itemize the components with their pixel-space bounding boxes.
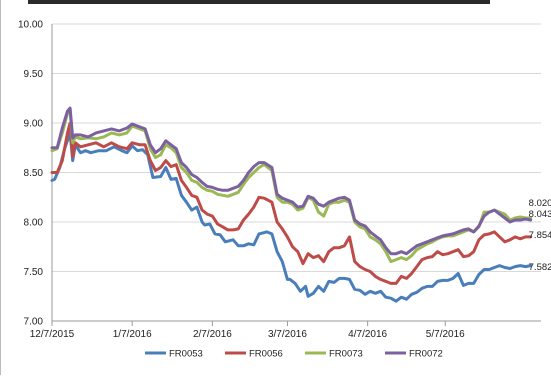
y-tick-label: 7.50 (24, 267, 44, 278)
y-axis-ticks: 7.00 7.50 8.00 8.50 9.00 9.50 10.00 (18, 20, 43, 328)
end-label-fr0056: 7.854 (529, 230, 551, 241)
legend-label-fr0073: FR0073 (329, 349, 363, 360)
x-tick-label: 2/7/2016 (193, 329, 232, 340)
top-border-bar (28, 0, 490, 4)
end-label-fr0072: 8.020 (529, 198, 551, 209)
y-tick-label: 7.00 (24, 317, 44, 328)
y-tick-label: 9.50 (24, 69, 44, 80)
x-tick-label: 3/7/2016 (268, 329, 307, 340)
series-lines (50, 106, 533, 303)
x-tick-label: 5/7/2016 (426, 329, 465, 340)
y-tick-label: 10.00 (18, 20, 43, 31)
legend: FR0053 FR0056 FR0073 FR0072 (145, 349, 443, 360)
x-axis: 12/7/2015 1/7/2016 2/7/2016 3/7/2016 4/7/201… (30, 320, 541, 340)
series-line-fr0072 (50, 106, 533, 256)
end-label-fr0053: 7.582 (529, 262, 551, 273)
series-line-fr0056 (50, 121, 533, 285)
x-tick-label: 12/7/2015 (30, 329, 75, 340)
end-label-fr0073: 8.043 (529, 209, 551, 220)
y-tick-label: 8.50 (24, 168, 44, 179)
series-line-fr0073 (50, 109, 533, 264)
y-tick-label: 8.00 (24, 218, 44, 229)
y-tick-label: 9.00 (24, 119, 44, 130)
grid-lines (51, 23, 541, 321)
x-tick-label: 1/7/2016 (113, 329, 152, 340)
x-tick-label: 4/7/2016 (348, 329, 387, 340)
legend-label-fr0072: FR0072 (409, 349, 443, 360)
legend-label-fr0053: FR0053 (169, 349, 203, 360)
series-line-fr0053 (50, 131, 533, 303)
legend-label-fr0056: FR0056 (249, 349, 283, 360)
left-border-rule (0, 0, 1, 375)
